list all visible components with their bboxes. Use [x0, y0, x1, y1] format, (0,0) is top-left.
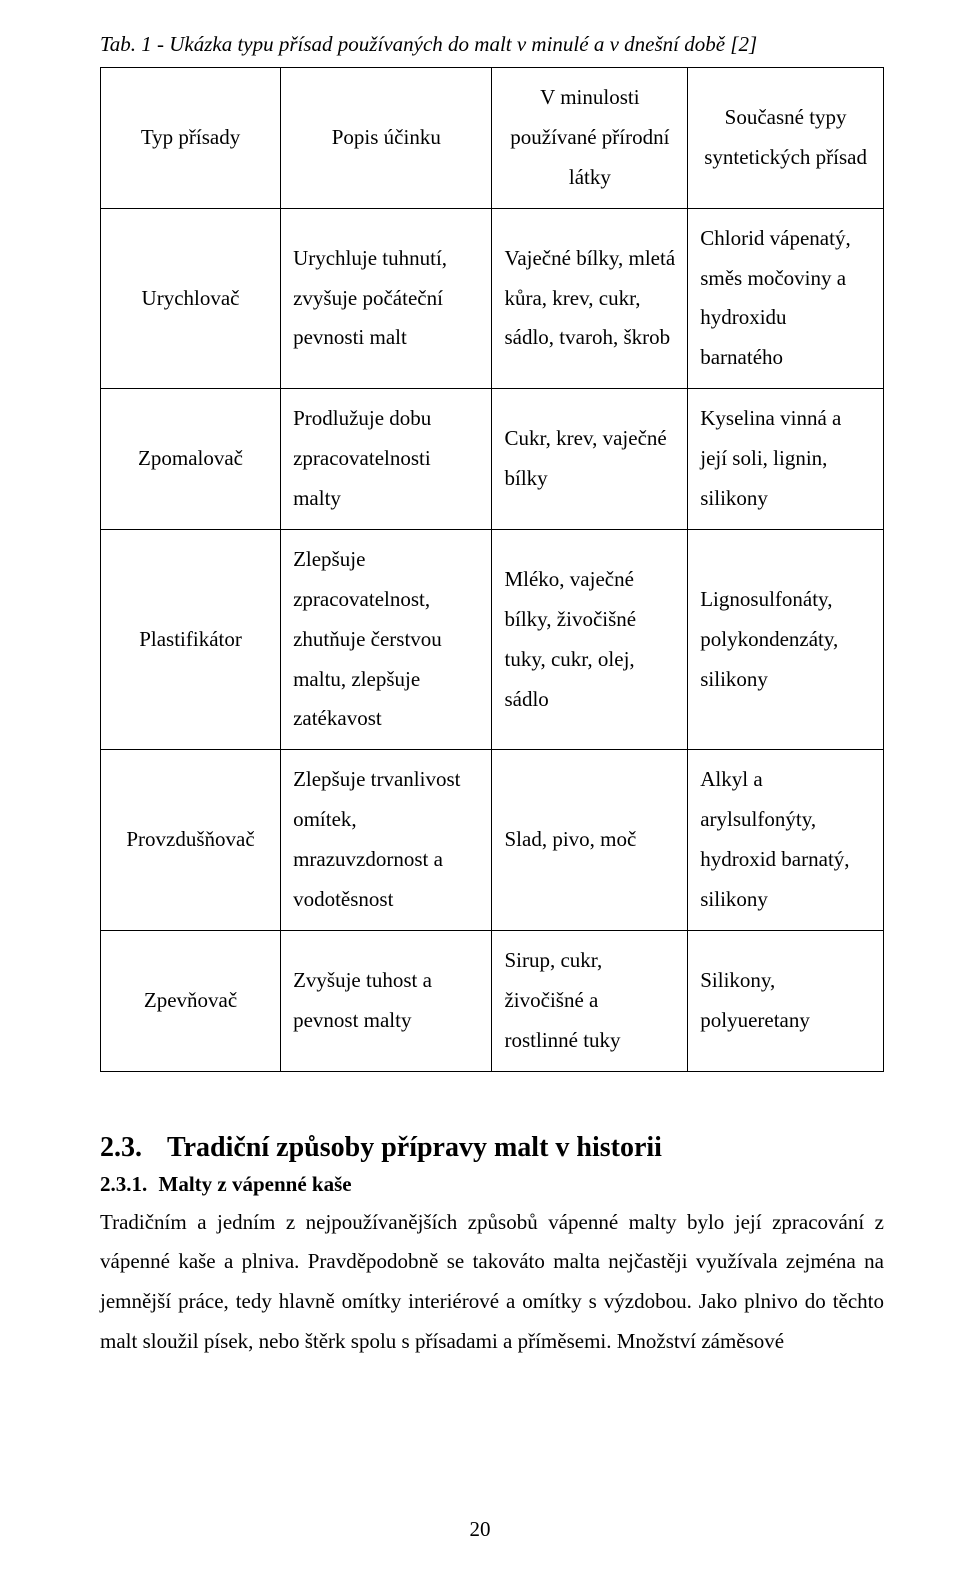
- table-header-desc: Popis účinku: [281, 68, 492, 209]
- section-title: Tradiční způsoby přípravy malt v histori…: [167, 1132, 662, 1163]
- cell-current: Chlorid vápenatý, směs močoviny a hydrox…: [688, 208, 884, 389]
- additives-table: Typ přísady Popis účinku V minulosti pou…: [100, 67, 884, 1072]
- cell-current: Lignosulfonáty, polykondenzáty, silikony: [688, 529, 884, 749]
- cell-current: Alkyl a arylsulfonýty, hydroxid barnatý,…: [688, 750, 884, 931]
- table-caption: Tab. 1 - Ukázka typu přísad používaných …: [100, 32, 884, 57]
- table-body: Typ přísady Popis účinku V minulosti pou…: [101, 68, 884, 1072]
- cell-type: Zpomalovač: [101, 389, 281, 530]
- cell-current: Silikony, polyueretany: [688, 930, 884, 1071]
- table-row: Plastifikátor Zlepšuje zpracovatelnost, …: [101, 529, 884, 749]
- cell-current: Kyselina vinná a její soli, lignin, sili…: [688, 389, 884, 530]
- body-paragraph: Tradičním a jedním z nejpoužívanějších z…: [100, 1203, 884, 1363]
- cell-past: Mléko, vaječné bílky, živočišné tuky, cu…: [492, 529, 688, 749]
- table-row: Urychlovač Urychluje tuhnutí, zvyšuje po…: [101, 208, 884, 389]
- cell-desc: Zlepšuje zpracovatelnost, zhutňuje čerst…: [281, 529, 492, 749]
- section-heading: 2.3. Tradiční způsoby přípravy malt v hi…: [100, 1132, 884, 1164]
- subsection-title: Malty z vápenné kaše: [159, 1172, 352, 1196]
- table-row: Zpomalovač Prodlužuje dobu zpracovatelno…: [101, 389, 884, 530]
- cell-type: Zpevňovač: [101, 930, 281, 1071]
- page: Tab. 1 - Ukázka typu přísad používaných …: [0, 0, 960, 1570]
- cell-desc: Zlepšuje trvanlivost omítek, mrazuvzdorn…: [281, 750, 492, 931]
- cell-past: Cukr, krev, vaječné bílky: [492, 389, 688, 530]
- cell-desc: Zvyšuje tuhost a pevnost malty: [281, 930, 492, 1071]
- table-header-type: Typ přísady: [101, 68, 281, 209]
- cell-type: Urychlovač: [101, 208, 281, 389]
- cell-past: Sirup, cukr, živočišné a rostlinné tuky: [492, 930, 688, 1071]
- table-header-row: Typ přísady Popis účinku V minulosti pou…: [101, 68, 884, 209]
- page-number: 20: [0, 1517, 960, 1542]
- cell-past: Slad, pivo, moč: [492, 750, 688, 931]
- section-number: 2.3.: [100, 1132, 142, 1163]
- cell-type: Plastifikátor: [101, 529, 281, 749]
- table-row: Zpevňovač Zvyšuje tuhost a pevnost malty…: [101, 930, 884, 1071]
- cell-past: Vaječné bílky, mletá kůra, krev, cukr, s…: [492, 208, 688, 389]
- table-header-past: V minulosti používané přírodní látky: [492, 68, 688, 209]
- table-row: Provzdušňovač Zlepšuje trvanlivost omíte…: [101, 750, 884, 931]
- subsection-number: 2.3.1.: [100, 1172, 147, 1196]
- cell-desc: Prodlužuje dobu zpracovatelnosti malty: [281, 389, 492, 530]
- subsection-heading: 2.3.1. Malty z vápenné kaše: [100, 1172, 884, 1197]
- cell-type: Provzdušňovač: [101, 750, 281, 931]
- table-header-current: Současné typy syntetických přísad: [688, 68, 884, 209]
- cell-desc: Urychluje tuhnutí, zvyšuje počáteční pev…: [281, 208, 492, 389]
